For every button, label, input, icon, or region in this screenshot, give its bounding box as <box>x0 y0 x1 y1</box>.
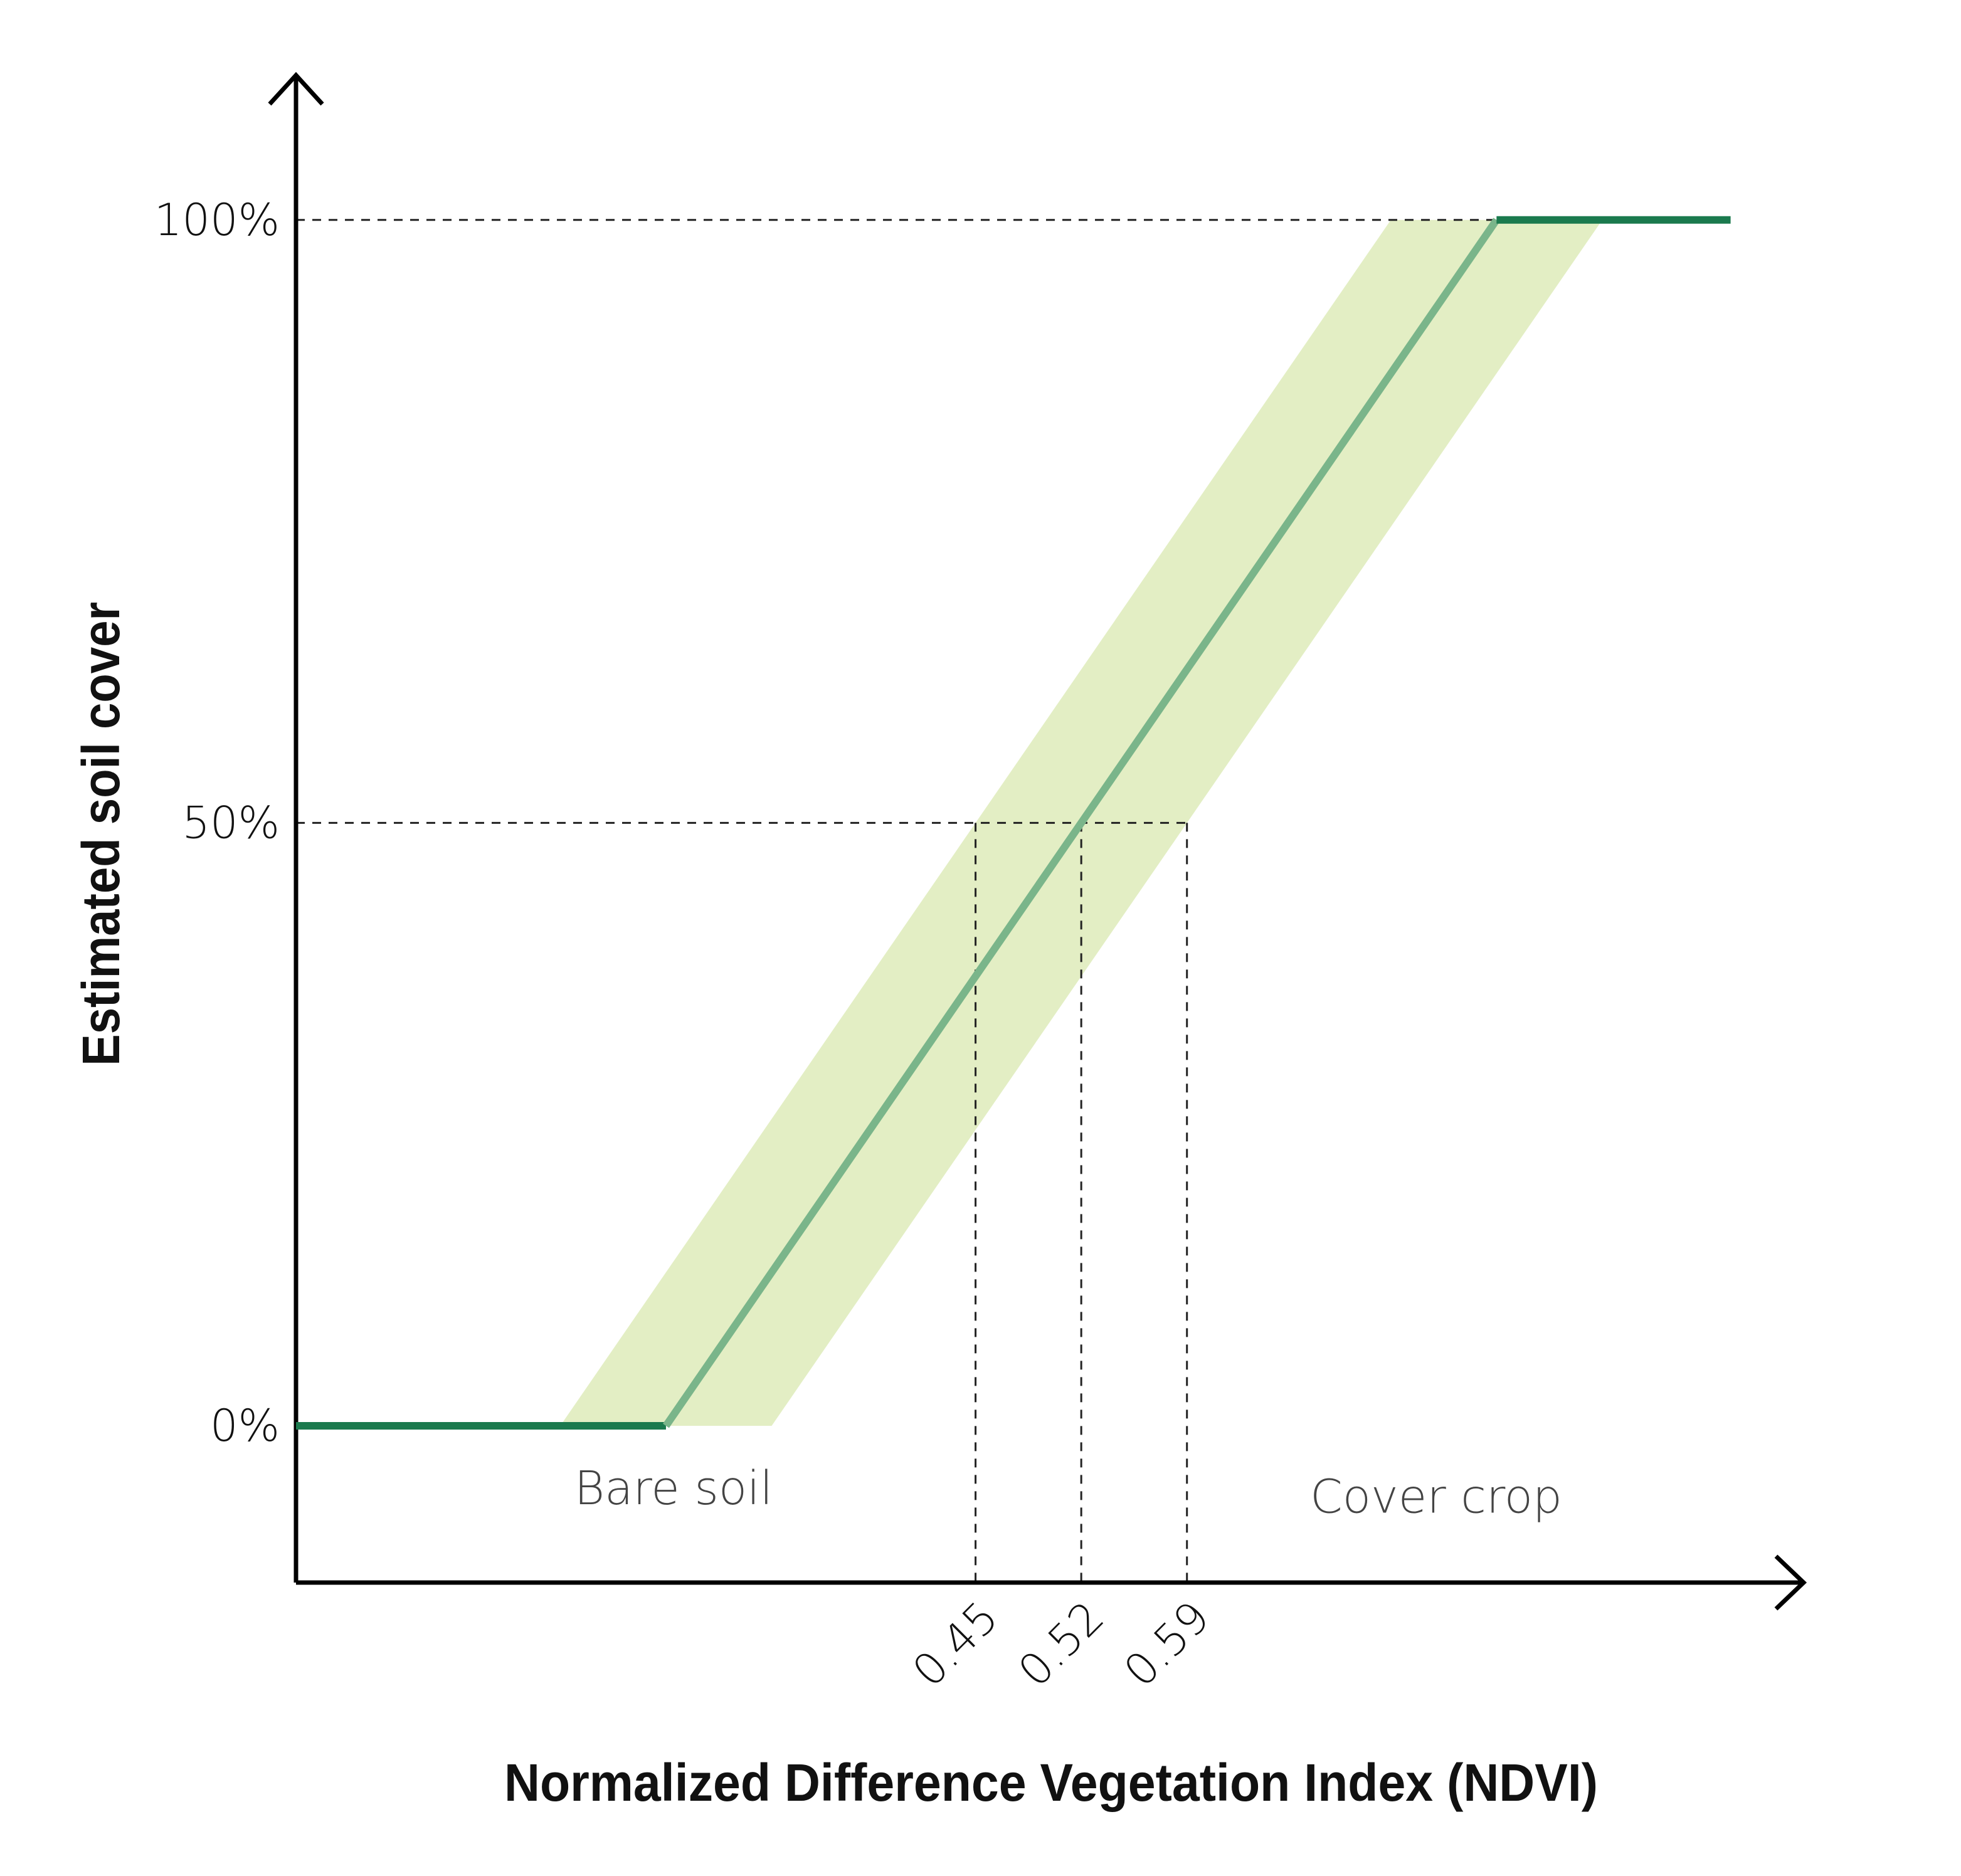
line-segment <box>663 218 1500 1428</box>
y-tick-label: 50% <box>182 797 280 848</box>
y-tick-label: 0% <box>210 1400 280 1452</box>
x-tick-label: 0.52 <box>1008 1591 1114 1697</box>
y-axis-title: Estimated soil cover <box>71 602 130 1066</box>
plot-back <box>296 219 1602 1583</box>
x-axis <box>296 1554 1807 1611</box>
annotation: Cover crop <box>1310 1470 1562 1524</box>
x-tick-label: 0.59 <box>1114 1591 1220 1697</box>
x-tick-label: 0.45 <box>902 1591 1008 1697</box>
y-tick-label: 100% <box>154 194 280 246</box>
plot-front: Normalized Difference Vegetation Index (… <box>71 71 1807 1812</box>
x-axis-title: Normalized Difference Vegetation Index (… <box>504 1753 1598 1812</box>
y-axis <box>268 71 324 1583</box>
annotation: Bare soil <box>574 1462 773 1515</box>
